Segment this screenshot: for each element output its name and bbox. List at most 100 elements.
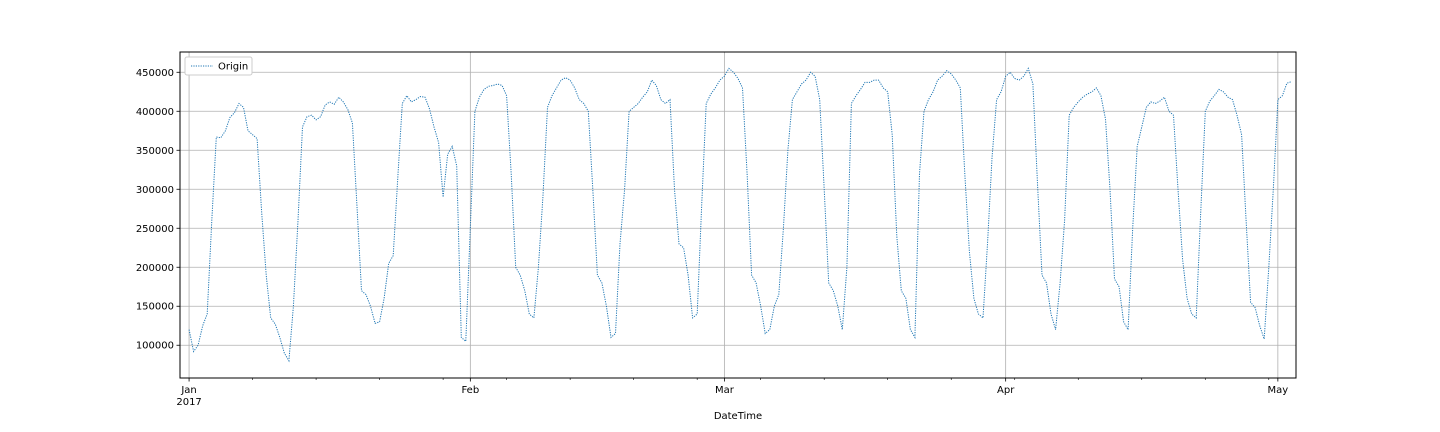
data-point <box>1146 107 1147 108</box>
legend-label: Origin <box>218 62 248 73</box>
data-point <box>1005 76 1006 77</box>
data-point <box>511 173 512 174</box>
data-point <box>520 275 521 276</box>
data-point <box>443 197 444 198</box>
data-point <box>325 105 326 106</box>
data-point <box>906 298 907 299</box>
data-point <box>661 99 662 100</box>
data-point <box>456 166 457 167</box>
data-point <box>479 97 480 98</box>
data-point <box>302 127 303 128</box>
data-point <box>788 150 789 151</box>
data-point <box>847 267 848 268</box>
y-tick-label: 300000 <box>136 185 174 196</box>
data-point <box>656 85 657 86</box>
data-point <box>193 351 194 352</box>
data-point <box>1132 228 1133 229</box>
data-point <box>447 154 448 155</box>
data-point <box>724 76 725 77</box>
data-point <box>828 283 829 284</box>
data-point <box>1187 298 1188 299</box>
data-point <box>951 74 952 75</box>
data-point <box>806 80 807 81</box>
data-point <box>892 134 893 135</box>
data-point <box>257 138 258 139</box>
data-point <box>824 189 825 190</box>
data-point <box>1205 111 1206 112</box>
data-point <box>647 92 648 93</box>
data-point <box>1160 101 1161 102</box>
data-point <box>819 99 820 100</box>
data-point <box>1092 92 1093 93</box>
data-point <box>1214 95 1215 96</box>
data-point <box>897 236 898 237</box>
data-point <box>1096 88 1097 89</box>
data-point <box>484 89 485 90</box>
data-point <box>212 220 213 221</box>
data-point <box>470 228 471 229</box>
data-point <box>552 95 553 96</box>
data-point <box>987 244 988 245</box>
data-point <box>1264 339 1265 340</box>
data-point <box>1137 146 1138 147</box>
data-point <box>606 306 607 307</box>
data-point <box>1228 97 1229 98</box>
data-point <box>860 89 861 90</box>
y-tick-label: 100000 <box>136 341 174 352</box>
data-point <box>956 80 957 81</box>
data-point <box>588 111 589 112</box>
data-point <box>275 324 276 325</box>
x-tick-sublabel: 2017 <box>176 397 201 408</box>
data-point <box>1219 89 1220 90</box>
data-point <box>547 107 548 108</box>
x-tick-label: May <box>1268 385 1289 396</box>
data-point <box>1255 308 1256 309</box>
data-point <box>425 97 426 98</box>
x-tick-label: Jan <box>180 385 196 396</box>
y-tick-label: 400000 <box>136 107 174 118</box>
data-point <box>556 88 557 89</box>
data-point <box>307 116 308 117</box>
data-point <box>497 84 498 85</box>
data-point <box>280 337 281 338</box>
data-point <box>674 189 675 190</box>
data-point <box>538 267 539 268</box>
data-point <box>407 95 408 96</box>
data-point <box>629 111 630 112</box>
data-point <box>742 88 743 89</box>
data-point <box>729 68 730 69</box>
data-point <box>543 197 544 198</box>
data-point <box>602 283 603 284</box>
data-point <box>320 116 321 117</box>
data-point <box>1046 283 1047 284</box>
data-point <box>1037 181 1038 182</box>
data-point <box>248 131 249 132</box>
x-tick-label: Mar <box>715 385 735 396</box>
data-point <box>1069 115 1070 116</box>
data-point <box>733 72 734 73</box>
data-point <box>434 127 435 128</box>
legend: Origin <box>184 56 253 76</box>
data-point <box>701 205 702 206</box>
data-point <box>316 120 317 121</box>
data-point <box>488 86 489 87</box>
data-point <box>461 337 462 338</box>
data-point <box>529 314 530 315</box>
data-point <box>565 77 566 78</box>
data-point <box>1241 134 1242 135</box>
data-point <box>230 117 231 118</box>
data-point <box>348 109 349 110</box>
data-point <box>298 220 299 221</box>
data-point <box>1055 329 1056 330</box>
data-point <box>842 329 843 330</box>
data-point <box>969 251 970 252</box>
data-point <box>393 255 394 256</box>
data-point <box>992 158 993 159</box>
data-point <box>398 177 399 178</box>
data-point <box>343 102 344 103</box>
data-point <box>1210 101 1211 102</box>
data-point <box>779 294 780 295</box>
data-point <box>838 306 839 307</box>
data-point <box>293 306 294 307</box>
